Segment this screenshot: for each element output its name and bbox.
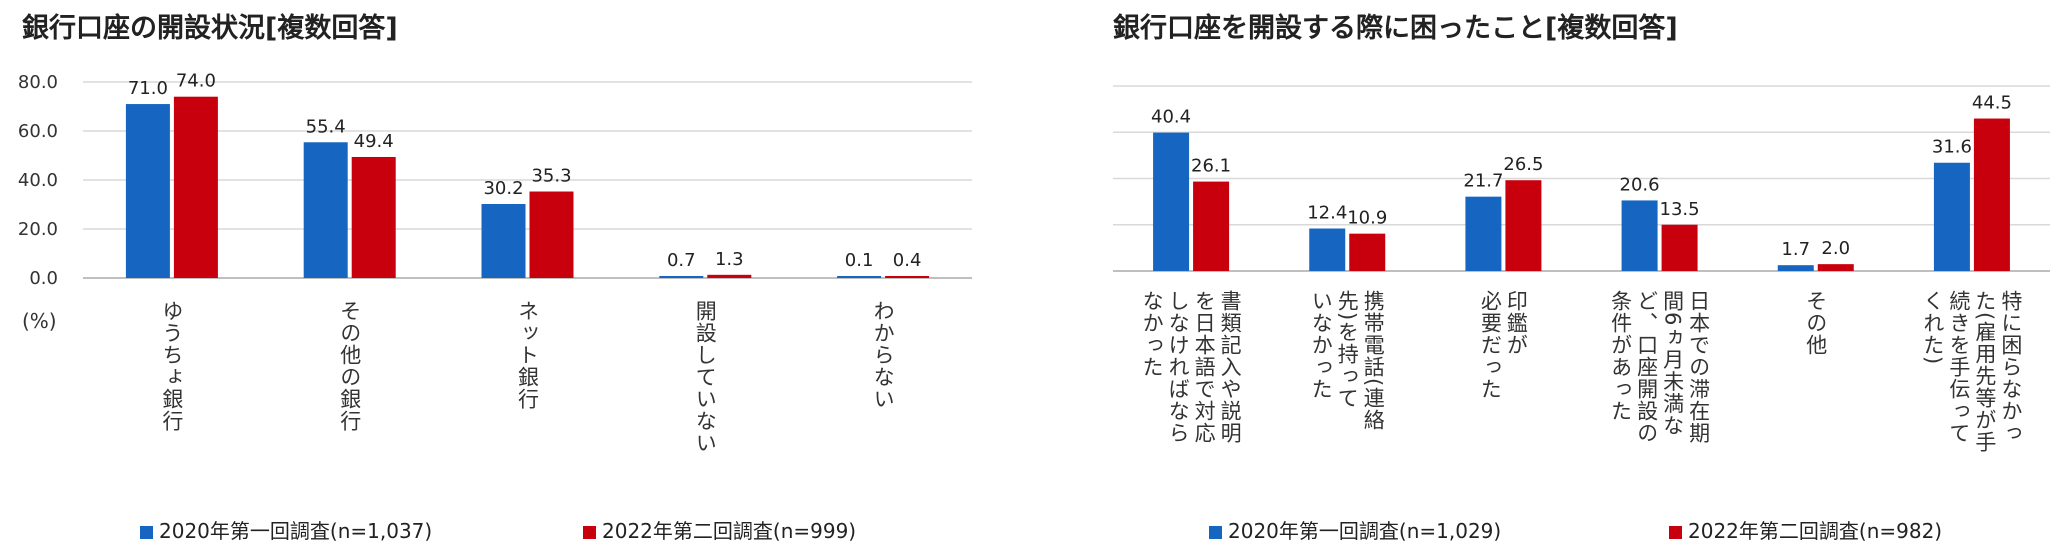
category-label: くれた)	[1921, 290, 1945, 365]
category-label: 条件があった	[1609, 290, 1633, 422]
y-tick-label: 80.0	[18, 72, 58, 93]
category-label: 先)を持って	[1335, 290, 1359, 409]
category-label: 携帯電話(連絡	[1361, 290, 1385, 431]
category-label: ど、口座開設の	[1635, 290, 1659, 444]
bar-2022	[1973, 118, 2010, 271]
data-label: 2.0	[1821, 238, 1850, 259]
legend-swatch-2020	[140, 526, 153, 539]
data-label: 0.7	[667, 250, 696, 271]
category-label: 日本での滞在期	[1687, 290, 1711, 444]
category-label: 続きを手伝って	[1947, 290, 1971, 444]
bar-2022	[1193, 181, 1230, 271]
category-label: 間6ヵ月未満な	[1661, 290, 1685, 436]
data-label: 55.4	[306, 116, 346, 137]
bar-2020	[1933, 162, 1970, 271]
category-label: を日本語で対応	[1192, 290, 1216, 444]
bar-2020	[481, 204, 526, 278]
bar-2020	[125, 104, 170, 278]
right-chart-title: 銀行口座を開設する際に困ったこと[複数回答]	[1113, 13, 1678, 44]
bar-2020	[1309, 228, 1346, 271]
unit-label: (%)	[22, 309, 57, 333]
legend-label: 2020年第一回調査(n=1,037)	[159, 519, 433, 543]
y-tick-label: 60.0	[18, 121, 58, 142]
legend-swatch-2020	[1209, 526, 1222, 539]
data-label: 21.7	[1463, 171, 1503, 192]
bar-2020	[837, 276, 882, 278]
category-label: 特に困らなかっ	[1999, 290, 2023, 444]
data-label: 0.1	[845, 250, 874, 271]
category-label: ネット銀行	[516, 300, 540, 410]
category-label: その他の銀行	[338, 300, 362, 432]
left-legend-2022: 2022年第二回調査(n=999)	[583, 515, 856, 544]
bar-2022	[1349, 233, 1386, 271]
data-label: 1.3	[715, 249, 744, 270]
legend-label: 2020年第一回調査(n=1,029)	[1228, 519, 1502, 543]
data-label: 13.5	[1660, 199, 1700, 220]
category-label: 書類記入や説明	[1218, 290, 1242, 444]
bar-2022	[1661, 224, 1698, 271]
bar-2022	[529, 191, 574, 278]
category-label: なかった	[1140, 290, 1164, 378]
data-label: 49.4	[354, 131, 394, 152]
bar-2022	[707, 274, 752, 278]
y-tick-label: 40.0	[18, 170, 58, 191]
legend-swatch-2022	[1669, 526, 1682, 539]
y-tick-label: 20.0	[18, 219, 58, 240]
data-label: 44.5	[1972, 93, 2012, 114]
category-label: 印鑑が	[1504, 290, 1528, 356]
data-label: 0.4	[893, 250, 922, 271]
bar-2020	[1777, 265, 1814, 271]
bar-2020	[303, 142, 348, 278]
data-label: 12.4	[1307, 203, 1347, 224]
data-label: 40.4	[1151, 107, 1191, 128]
category-label: その他	[1804, 290, 1828, 356]
data-label: 35.3	[531, 166, 571, 187]
legend-label: 2022年第二回調査(n=999)	[602, 519, 857, 543]
data-label: 74.0	[176, 71, 216, 92]
legend-swatch-2022	[583, 526, 596, 539]
data-label: 10.9	[1347, 208, 1387, 229]
data-label: 31.6	[1932, 137, 1972, 158]
data-label: 30.2	[483, 178, 523, 199]
right-legend-2020: 2020年第一回調査(n=1,029)	[1209, 515, 1501, 544]
data-label: 71.0	[128, 78, 168, 99]
category-label: ゆうちょ銀行	[160, 300, 184, 432]
bar-2022	[1505, 180, 1542, 271]
category-label: わからない	[871, 300, 895, 410]
bar-2022	[351, 156, 396, 278]
bar-2020	[1465, 196, 1502, 271]
category-label: 開設していない	[693, 300, 717, 454]
bar-2022	[1817, 264, 1854, 271]
category-label: しなければなら	[1166, 290, 1190, 444]
bar-2020	[1153, 132, 1190, 271]
left-chart: 80.0 60.0 40.0 20.0 0.0 (%) 71.0 74.0 ゆうちょ銀行 55.4…	[18, 71, 972, 454]
data-label: 1.7	[1781, 239, 1810, 260]
category-label: 必要だった	[1478, 290, 1502, 400]
data-label: 20.6	[1620, 174, 1660, 195]
left-chart-title: 銀行口座の開設状況[複数回答]	[22, 13, 398, 44]
bar-2022	[173, 96, 218, 278]
category-label: いなかった	[1309, 290, 1333, 400]
bar-2022	[885, 276, 930, 278]
category-label: た(雇用先等が手	[1973, 290, 1997, 453]
bar-2020	[1621, 200, 1658, 271]
data-label: 26.5	[1503, 154, 1543, 175]
left-legend-2020: 2020年第一回調査(n=1,037)	[140, 515, 432, 544]
bar-2020	[659, 276, 704, 278]
y-tick-label: 0.0	[29, 268, 58, 289]
legend-label: 2022年第二回調査(n=982)	[1688, 519, 1943, 543]
right-legend-2022: 2022年第二回調査(n=982)	[1669, 515, 1942, 544]
data-label: 26.1	[1191, 156, 1231, 177]
